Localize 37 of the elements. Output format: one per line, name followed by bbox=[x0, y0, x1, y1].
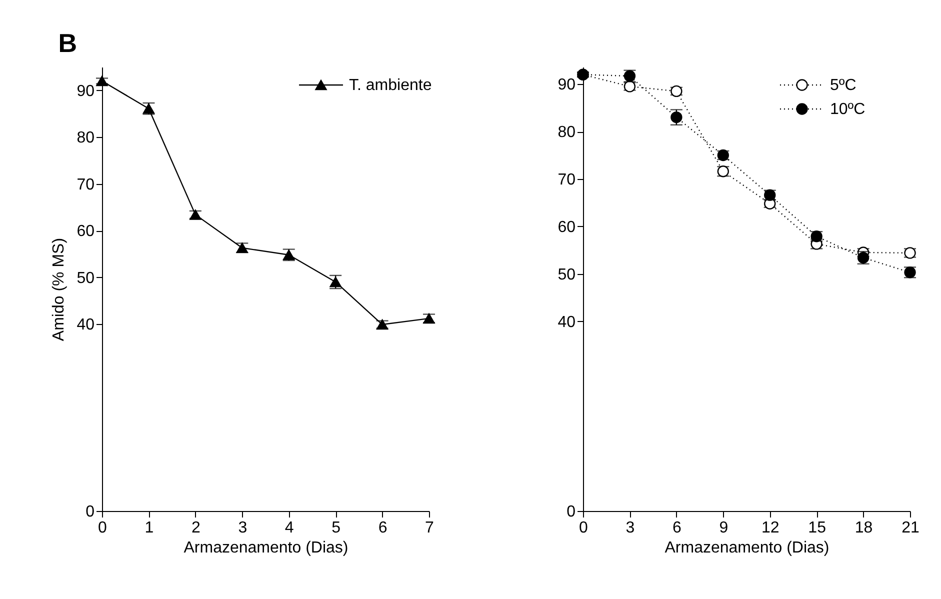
legend-label: T. ambiente bbox=[349, 77, 432, 94]
x-axis-title: Armazenamento (Dias) bbox=[664, 540, 830, 556]
y-tick-label: 60 bbox=[76, 223, 95, 240]
legend-label: 5ºC bbox=[830, 77, 856, 94]
x-tick-label: 0 bbox=[579, 520, 588, 536]
x-tick-label: 15 bbox=[808, 520, 826, 536]
x-tick-label: 3 bbox=[626, 520, 635, 536]
y-tick-label: 50 bbox=[558, 266, 576, 284]
x-tick-label: 4 bbox=[284, 520, 294, 536]
y-tick-label: 0 bbox=[566, 504, 576, 520]
x-tick-label: 18 bbox=[854, 520, 873, 536]
y-tick-label: 90 bbox=[76, 82, 95, 100]
x-tick-label: 0 bbox=[98, 520, 108, 536]
legend-label: 10ºC bbox=[830, 101, 866, 118]
x-tick-label: 21 bbox=[902, 520, 920, 536]
y-tick-label: 40 bbox=[76, 316, 95, 334]
x-tick-label: 2 bbox=[191, 520, 200, 536]
x-axis-title: Armazenamento (Dias) bbox=[184, 540, 348, 556]
x-tick-label: 6 bbox=[378, 520, 388, 536]
y-tick-label: 60 bbox=[558, 218, 576, 236]
x-tick-label: 5 bbox=[332, 520, 341, 536]
x-tick-label: 12 bbox=[761, 520, 780, 536]
y-tick-label: 70 bbox=[76, 176, 95, 194]
x-tick-label: 7 bbox=[425, 520, 434, 536]
x-tick-label: 6 bbox=[672, 520, 682, 536]
x-tick-label: 9 bbox=[719, 520, 728, 536]
chart-title: B bbox=[58, 28, 77, 58]
y-axis-title: Amido (% MS) bbox=[50, 238, 68, 342]
y-tick-label: 40 bbox=[558, 314, 576, 331]
y-tick-label: 80 bbox=[558, 124, 576, 142]
y-tick-label: 70 bbox=[558, 171, 576, 188]
y-tick-label: 0 bbox=[86, 504, 95, 520]
x-tick-label: 1 bbox=[144, 520, 154, 536]
y-tick-label: 50 bbox=[76, 270, 95, 287]
y-tick-label: 80 bbox=[76, 130, 95, 147]
y-tick-label: 90 bbox=[558, 76, 576, 94]
x-tick-label: 3 bbox=[238, 520, 248, 536]
